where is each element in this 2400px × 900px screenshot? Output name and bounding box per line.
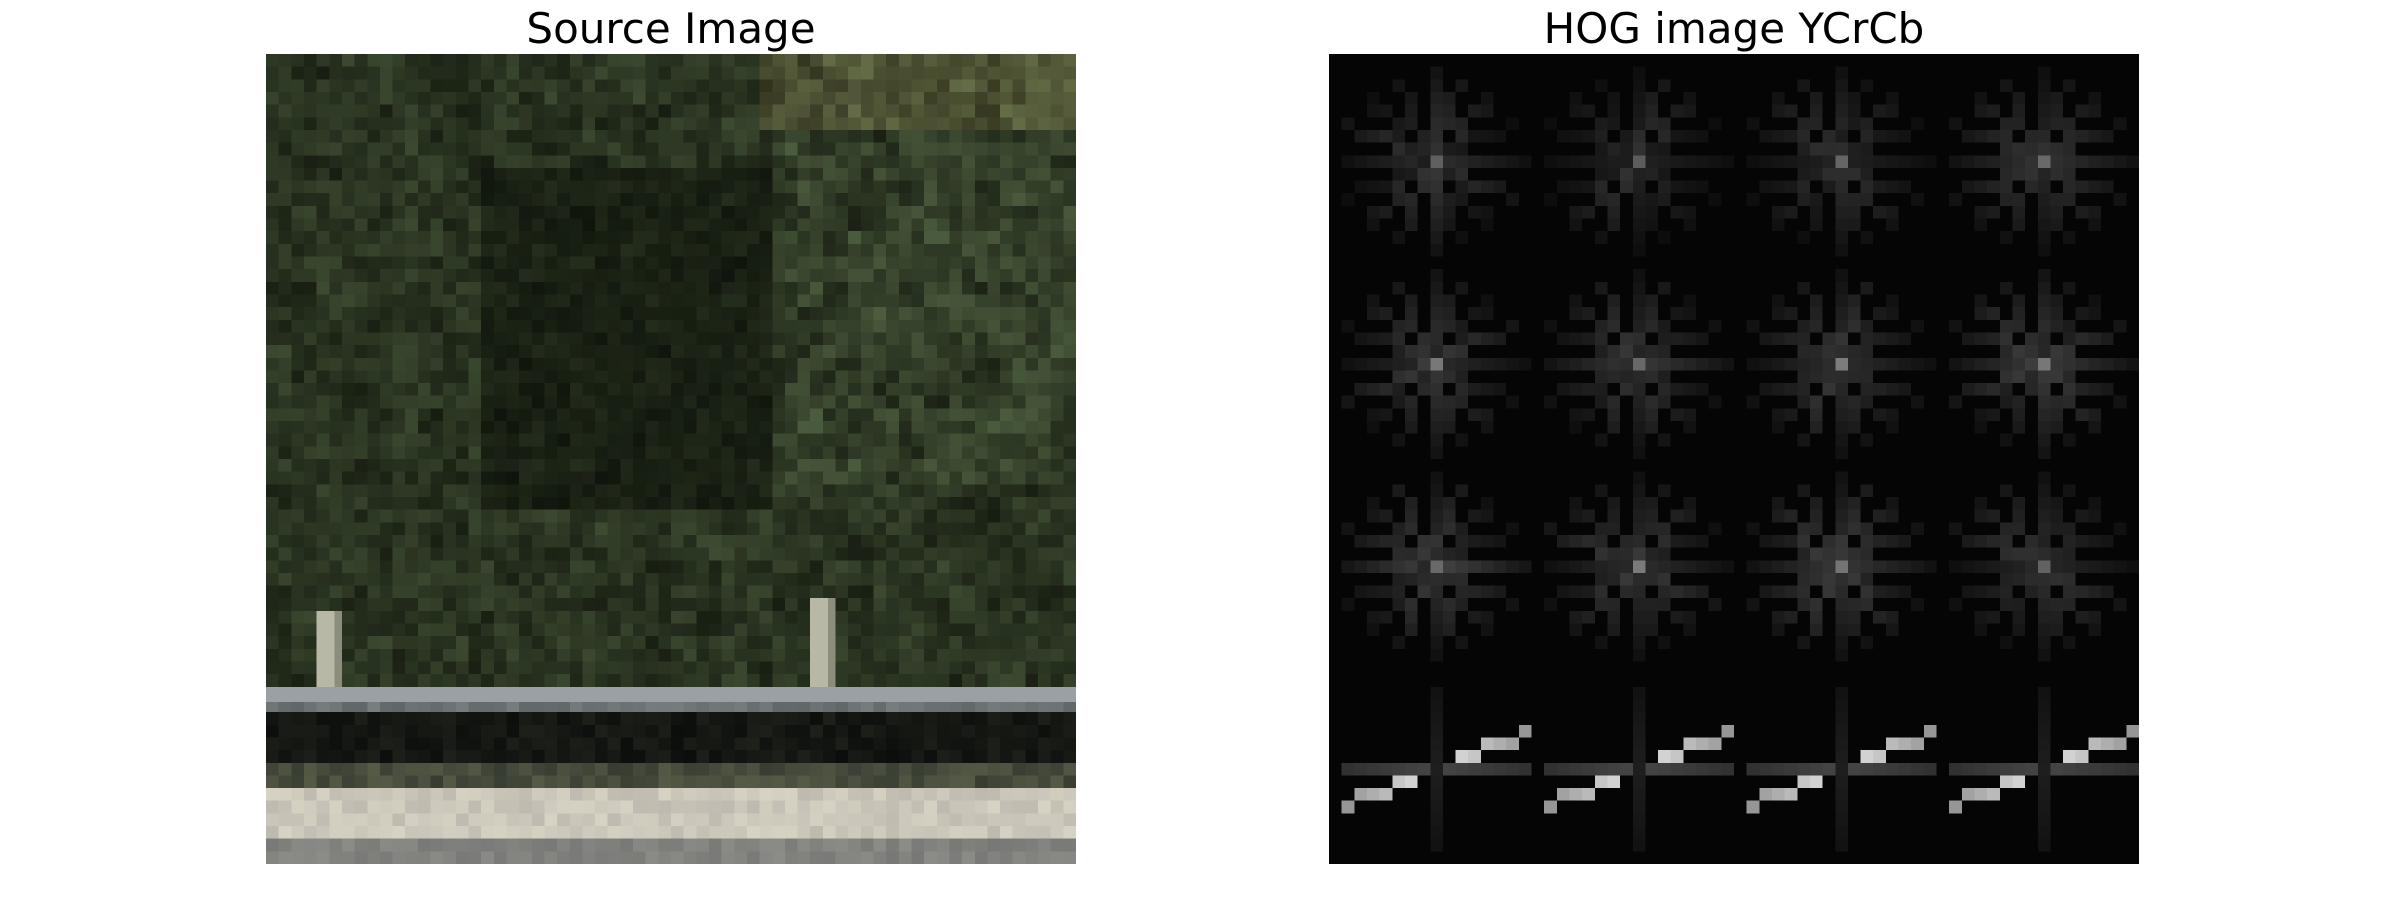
- source-image: [266, 54, 1076, 864]
- source-image-title: Source Image: [526, 4, 816, 53]
- source-image-canvas: [266, 54, 1076, 864]
- hog-image-canvas: [1329, 54, 2139, 864]
- guardrail-post-shadow: [827, 598, 836, 700]
- guardrail-post-shadow: [334, 610, 342, 700]
- guardrail-rail: [266, 686, 1076, 702]
- hog-image-title: HOG image YCrCb: [1543, 4, 1925, 53]
- hog-image: [1329, 54, 2139, 864]
